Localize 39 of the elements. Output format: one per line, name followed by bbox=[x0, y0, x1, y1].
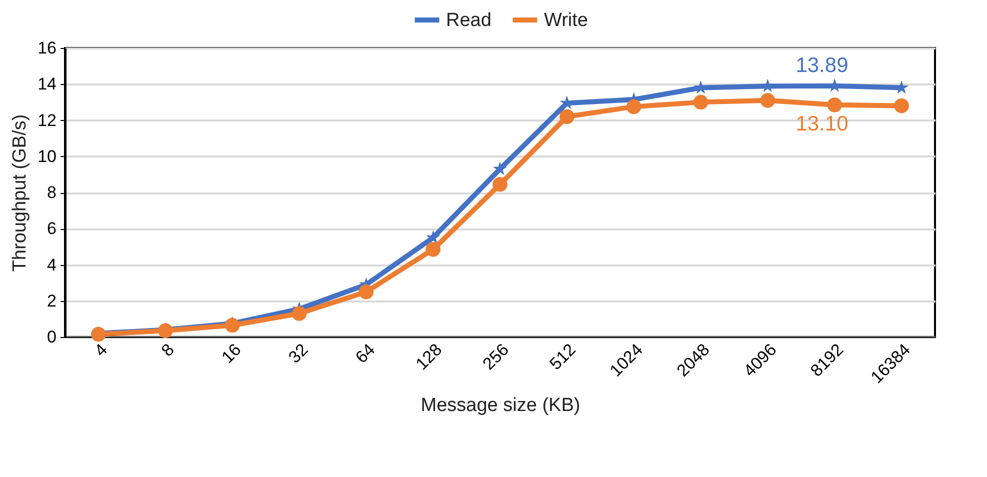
point bbox=[224, 318, 240, 333]
y-tick-label: 0 bbox=[47, 328, 56, 346]
point bbox=[626, 99, 642, 114]
point bbox=[492, 162, 508, 176]
point bbox=[358, 284, 374, 300]
data-label: 13.89 bbox=[796, 54, 848, 78]
x-tick-label: 32 bbox=[284, 340, 312, 367]
data-label: 13.10 bbox=[796, 112, 848, 136]
point bbox=[760, 78, 775, 92]
y-tick-label: 6 bbox=[47, 219, 56, 238]
y-tick-label: 2 bbox=[47, 291, 56, 310]
y-axis-title: Throughput (GB/s) bbox=[10, 114, 31, 272]
x-tick-label: 256 bbox=[479, 340, 513, 374]
x-tick-label: 64 bbox=[352, 340, 379, 367]
point bbox=[426, 230, 440, 244]
x-tick-label: 8 bbox=[158, 340, 178, 360]
x-tick-label: 512 bbox=[546, 340, 580, 374]
point bbox=[158, 323, 173, 338]
point bbox=[492, 176, 508, 192]
point bbox=[560, 109, 574, 124]
y-tick-label: 12 bbox=[38, 110, 56, 130]
x-axis-title: Message size (KB) bbox=[420, 395, 580, 416]
y-tick-label: 14 bbox=[38, 74, 56, 94]
y-tick-label: 4 bbox=[47, 255, 56, 274]
y-tick-label: 10 bbox=[38, 146, 56, 166]
y-tick-label: 8 bbox=[47, 183, 56, 202]
point bbox=[426, 242, 440, 257]
x-tick-label: 16 bbox=[218, 340, 245, 367]
point bbox=[693, 94, 708, 110]
point bbox=[760, 92, 776, 108]
y-tick-label: 16 bbox=[38, 38, 56, 58]
legend-label: Read bbox=[446, 10, 492, 31]
legend-label: Write bbox=[544, 10, 588, 31]
point bbox=[827, 97, 842, 112]
point bbox=[292, 306, 307, 321]
x-tick-label: 128 bbox=[412, 340, 446, 374]
x-tick-label: 4 bbox=[90, 340, 111, 360]
point bbox=[91, 326, 106, 342]
point bbox=[894, 98, 909, 114]
